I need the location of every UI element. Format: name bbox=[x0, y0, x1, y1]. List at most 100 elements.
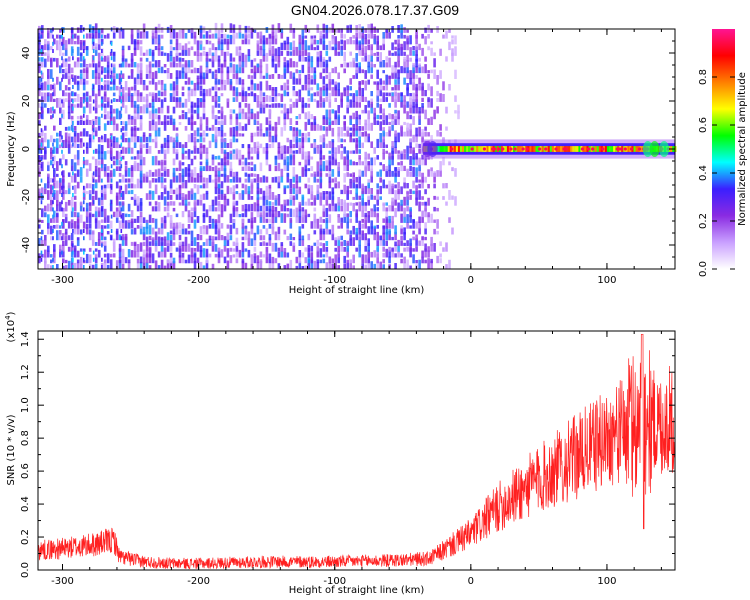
spectrogram-cell bbox=[184, 71, 188, 79]
spectrogram-cell bbox=[50, 59, 53, 68]
spectrogram-cell bbox=[76, 181, 80, 189]
spectrogram-cell bbox=[337, 132, 340, 143]
spectrogram-cell bbox=[94, 116, 98, 120]
spectrogram-cell bbox=[253, 217, 257, 223]
spectrogram-cell bbox=[328, 140, 332, 148]
spectrogram-cell bbox=[325, 246, 329, 252]
spectrogram-cell bbox=[247, 166, 251, 171]
spectrogram-cell bbox=[110, 99, 113, 104]
spectrogram-cell bbox=[265, 192, 269, 200]
spectrogram-cell bbox=[247, 186, 251, 195]
spectrogram-cell bbox=[136, 150, 140, 154]
spectrogram-cell bbox=[268, 223, 272, 229]
spectrogram-cell bbox=[61, 171, 63, 176]
spectrogram-cell bbox=[59, 178, 62, 183]
spectrogram-cell bbox=[367, 100, 370, 108]
spectrogram-cell bbox=[53, 192, 56, 200]
spectrogram-cell bbox=[79, 73, 83, 79]
spectrogram-cell bbox=[406, 111, 409, 120]
spectrogram-cell bbox=[229, 187, 233, 195]
spectrogram-cell bbox=[166, 243, 170, 252]
spectrogram-cell bbox=[325, 220, 329, 229]
spectrogram-cell bbox=[64, 259, 68, 264]
spectrogram-cell bbox=[442, 156, 445, 166]
spectrogram-cell bbox=[343, 122, 346, 131]
spectrogram-cell bbox=[97, 84, 101, 91]
spectrogram-cell bbox=[148, 191, 152, 200]
spectrogram-cell bbox=[427, 70, 430, 74]
spectrogram-cell bbox=[166, 115, 170, 120]
spectrogram-cell bbox=[120, 157, 123, 161]
signal-band-cell bbox=[519, 146, 522, 152]
colorbar-tick-label: 0.2 bbox=[698, 213, 709, 229]
spectrogram-cell bbox=[109, 203, 113, 212]
spectrogram-cell bbox=[397, 188, 400, 195]
spectrogram-cell bbox=[181, 58, 185, 62]
spectrogram-cell bbox=[169, 244, 173, 252]
spectrogram-cell bbox=[118, 201, 122, 206]
spectrogram-cell bbox=[118, 86, 122, 97]
y-tick-label: 0 bbox=[21, 146, 32, 152]
spectrogram-cell bbox=[160, 66, 164, 74]
spectrogram-cell bbox=[448, 217, 451, 223]
spectrogram-cell bbox=[94, 43, 98, 51]
spectrogram-cell bbox=[199, 168, 203, 177]
x-tick-label: -100 bbox=[323, 275, 346, 286]
spectrogram-cell bbox=[145, 236, 149, 246]
spectrogram-cell bbox=[139, 202, 143, 212]
spectrogram-cell bbox=[115, 150, 119, 160]
spectrogram-cell bbox=[322, 68, 326, 74]
spectrogram-cell bbox=[187, 210, 191, 218]
spectrogram-cell bbox=[307, 248, 311, 258]
spectrogram-cell bbox=[331, 34, 335, 39]
spectrogram-cell bbox=[397, 69, 400, 79]
spectrogram-cell bbox=[130, 196, 134, 200]
spectrogram-cell bbox=[391, 114, 394, 120]
spectrogram-cell bbox=[376, 224, 379, 229]
spectrogram-cell bbox=[52, 149, 54, 154]
spectrogram-cell bbox=[91, 70, 95, 79]
spectrogram-cell bbox=[217, 167, 221, 171]
spectrogram-cell bbox=[38, 103, 41, 108]
spectrogram-cell bbox=[400, 92, 403, 97]
spectrogram-cell bbox=[112, 253, 116, 258]
spectrogram-cell bbox=[250, 161, 254, 166]
spectrogram-cell bbox=[289, 118, 293, 125]
spectrogram-cell bbox=[41, 57, 44, 62]
spectrogram-cell bbox=[148, 253, 152, 264]
spectrogram-cell bbox=[325, 117, 329, 125]
spectrogram-cell bbox=[235, 258, 239, 264]
spectrogram-cell bbox=[103, 185, 107, 195]
signal-band-cell bbox=[447, 146, 450, 152]
spectrogram-cell bbox=[101, 135, 103, 140]
spectrogram-cell bbox=[208, 224, 212, 229]
spectrogram-cell bbox=[85, 142, 89, 149]
spectrogram-cell bbox=[382, 246, 385, 252]
spectrogram-cell bbox=[235, 77, 239, 85]
spectrogram-cell bbox=[202, 242, 206, 246]
spectrogram-cell bbox=[253, 142, 257, 149]
spectrogram-cell bbox=[376, 69, 379, 79]
spectrogram-cell bbox=[214, 115, 218, 120]
spectrogram-cell bbox=[289, 107, 293, 114]
spectrogram-cell bbox=[415, 45, 418, 51]
spectrogram-cell bbox=[325, 59, 329, 68]
spectrogram-cell bbox=[406, 29, 409, 33]
spectrogram-cell bbox=[280, 50, 284, 56]
spectrogram-cell bbox=[148, 190, 152, 195]
spectrogram-cell bbox=[331, 23, 335, 33]
spectrogram-cell bbox=[331, 140, 335, 148]
spectrogram-cell bbox=[50, 259, 53, 264]
spectrogram-cell bbox=[214, 236, 218, 241]
spectrogram-cell bbox=[409, 215, 412, 223]
spectrogram-cell bbox=[187, 168, 191, 177]
spectrogram-cell bbox=[343, 199, 346, 206]
spectrogram-cell bbox=[106, 172, 110, 177]
spectrogram-cell bbox=[56, 190, 59, 200]
spectrogram-cell bbox=[286, 91, 290, 97]
spectrogram-cell bbox=[343, 87, 346, 91]
spectrogram-cell bbox=[292, 76, 296, 85]
spectrogram-cell bbox=[38, 168, 41, 177]
spectrogram-cell bbox=[358, 24, 361, 33]
spectrogram-cell bbox=[373, 195, 376, 200]
